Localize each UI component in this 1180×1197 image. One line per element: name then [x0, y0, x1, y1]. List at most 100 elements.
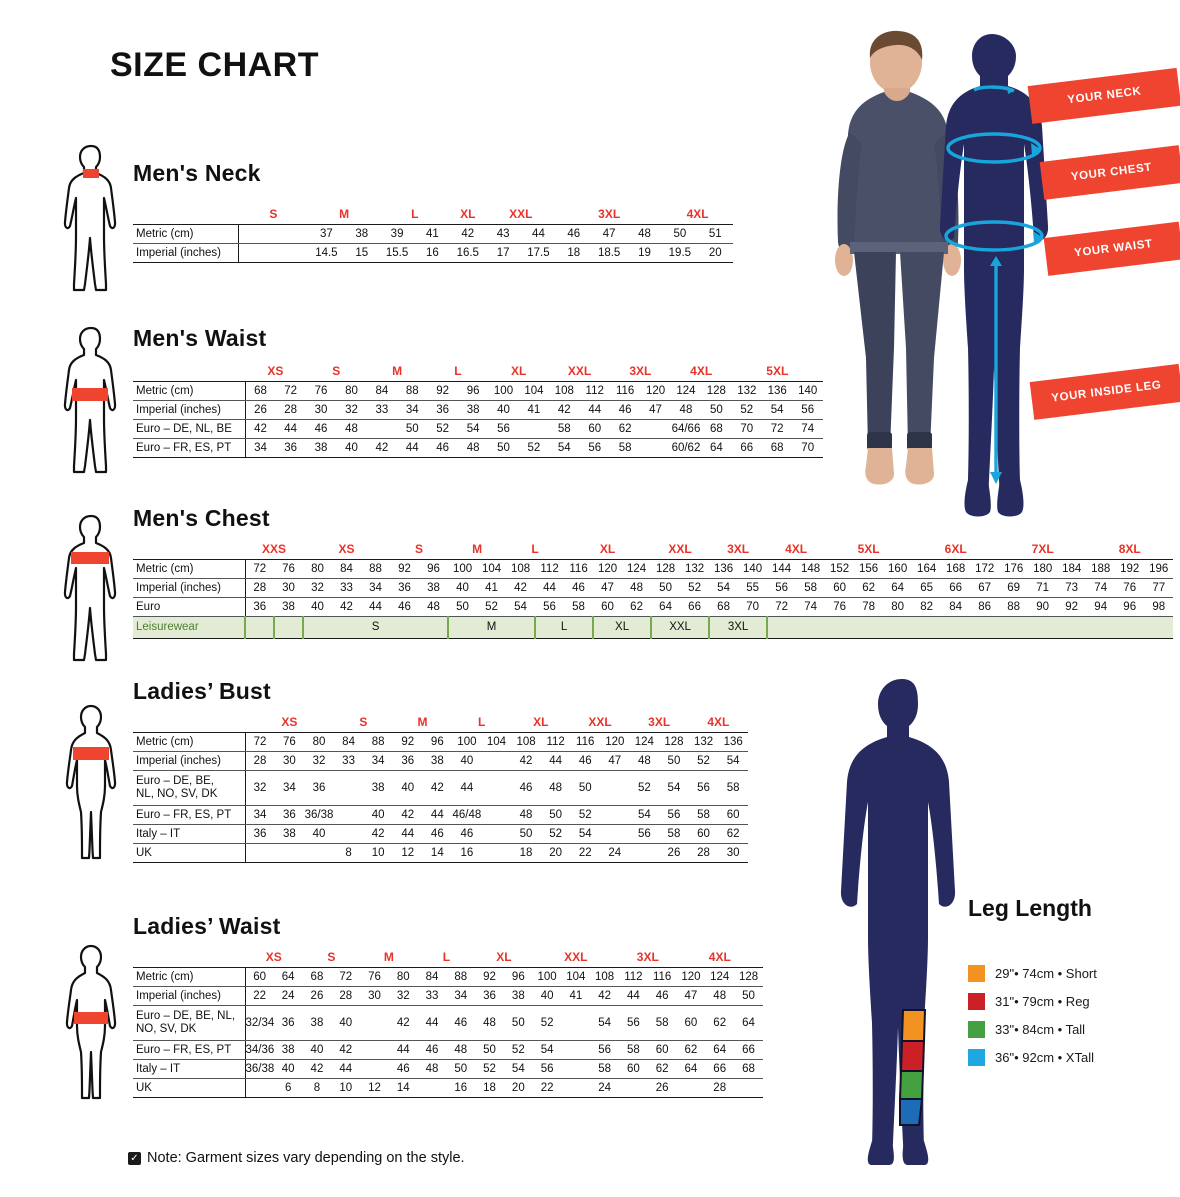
size-header-4xl: 4XL	[670, 362, 732, 382]
table-cell: 86	[970, 597, 1000, 617]
table-cell: 68	[709, 597, 739, 617]
table-cell: 60	[619, 1059, 648, 1079]
size-header-m: M	[448, 540, 507, 560]
legend-item-short: 29"• 74cm • Short	[968, 965, 1097, 982]
table-cell: 34	[446, 986, 476, 1006]
table-cell: 18	[556, 243, 592, 263]
table-cell	[734, 1078, 763, 1098]
row-label: Metric (cm)	[133, 732, 246, 752]
row-label: Metric (cm)	[133, 381, 246, 401]
table-cell: 54	[590, 1005, 619, 1041]
size-header-3xl: 3XL	[556, 205, 663, 225]
row-label: Imperial (inches)	[133, 578, 246, 598]
table-cell: 38	[273, 1040, 303, 1060]
leisurewear-cell	[272, 616, 304, 639]
table-cell: 26	[647, 1078, 677, 1098]
table-cell: 38	[422, 751, 453, 771]
row-label: Imperial (inches)	[133, 751, 246, 771]
table-cell: 48	[417, 1059, 447, 1079]
table-cell: 64	[883, 578, 913, 598]
table-cell: 168	[941, 559, 971, 579]
table-cell: 68	[761, 438, 793, 458]
table-cell: 56	[659, 805, 689, 825]
table-cell: 38	[274, 597, 304, 617]
table-cell: 34	[361, 578, 391, 598]
section-title-ladies-waist: Ladies’ Waist	[133, 913, 281, 939]
table-cell: 20	[697, 243, 733, 263]
table-cell	[600, 805, 630, 825]
table-cell: 62	[854, 578, 884, 598]
table-cell: 192	[1115, 559, 1145, 579]
table-cell: 58	[718, 770, 748, 806]
size-header-l: L	[452, 713, 512, 733]
table-cell: 76	[305, 381, 337, 401]
table-cell: 100	[532, 967, 562, 987]
table-row: Euro – DE, NL, BE 42 44 46 48 50 52 54 56 58 60 62 6…	[133, 419, 823, 439]
table-cell	[561, 1040, 591, 1060]
table-cell: 34	[245, 805, 275, 825]
table-cell: 47	[640, 400, 671, 420]
size-header-l: L	[427, 362, 489, 382]
table-cell: 46	[452, 824, 482, 844]
table-cell	[417, 1078, 447, 1098]
table-cell: 32	[303, 578, 333, 598]
size-header-xl: XL	[511, 713, 571, 733]
size-header-4xl: 4XL	[767, 540, 826, 560]
table-cell	[561, 1005, 591, 1041]
table-cell: 28	[245, 751, 275, 771]
table-cell: 124	[670, 381, 702, 401]
table-cell: 68	[701, 419, 732, 439]
table-cell: 52	[570, 805, 600, 825]
size-header-l: L	[506, 540, 565, 560]
table-mens-chest: XXS XS S M L XL XXL 3XL 4XL 5XL 6XL 7XL 8XL Metric (c…	[133, 540, 1174, 639]
table-cell: 76	[825, 597, 855, 617]
table-cell: 50	[662, 224, 698, 244]
table-cell: 50	[446, 1059, 476, 1079]
table-cell: 46	[422, 824, 453, 844]
table-cell: 52	[427, 419, 458, 439]
size-header-5xl: 5XL	[731, 362, 823, 382]
table-cell: 76	[274, 559, 304, 579]
table-cell: 64	[273, 967, 303, 987]
row-label: Imperial (inches)	[133, 243, 239, 263]
table-cell: 32	[388, 986, 418, 1006]
table-cell: 67	[970, 578, 1000, 598]
table-cell: 15.5	[379, 243, 415, 263]
row-label: Euro – DE, BE, NL, NO, SV, DK	[133, 770, 246, 806]
table-cell: 38	[305, 438, 337, 458]
table-cell: 50	[701, 400, 732, 420]
table-cell: 88	[397, 381, 428, 401]
row-label: UK	[133, 843, 246, 863]
row-label: Euro	[133, 597, 246, 617]
table-cell: 108	[590, 967, 619, 987]
table-cell	[366, 419, 398, 439]
table-cell: 62	[705, 1005, 735, 1041]
table-cell: 55	[738, 578, 768, 598]
table-cell: 41	[477, 578, 507, 598]
table-cell: 44	[392, 824, 423, 844]
table-cell: 15	[344, 243, 380, 263]
table-cell: 36	[390, 578, 420, 598]
table-cell: 108	[511, 732, 541, 752]
table-cell: 46	[570, 751, 600, 771]
table-cell: 46	[556, 224, 592, 244]
footer-note: ✓ Note: Garment sizes vary depending on …	[128, 1150, 465, 1166]
table-cell: 52	[680, 578, 710, 598]
table-cell: 40	[336, 438, 367, 458]
table-cell: 116	[564, 559, 594, 579]
table-cell: 40	[273, 1059, 303, 1079]
size-header-corner	[133, 948, 246, 968]
table-cell: 136	[718, 732, 748, 752]
table-cell: 58	[564, 597, 594, 617]
table-cell: 48	[629, 751, 660, 771]
legend-item-reg: 31"• 79cm • Reg	[968, 993, 1090, 1010]
table-cell	[245, 843, 275, 863]
table-cell: 50	[488, 438, 519, 458]
table-cell: 42	[506, 578, 536, 598]
table-cell: 17.5	[520, 243, 557, 263]
table-cell: 43	[485, 224, 521, 244]
leisurewear-cell	[766, 616, 1174, 639]
table-cell: 56	[792, 400, 823, 420]
table-cell: 48	[336, 419, 367, 439]
table-cell: 44	[540, 751, 571, 771]
